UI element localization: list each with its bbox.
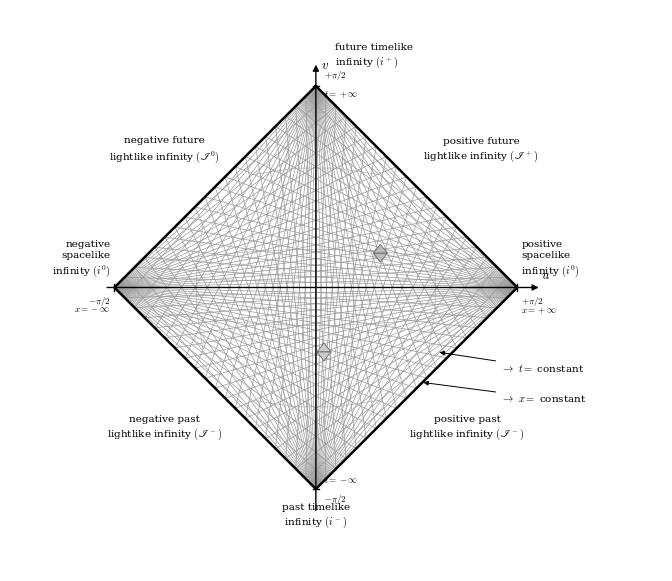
Polygon shape <box>317 343 331 352</box>
Text: $x = +\infty$: $x = +\infty$ <box>521 306 557 316</box>
Text: positive
spacelike
infinity $(i^0)$: positive spacelike infinity $(i^0)$ <box>521 240 580 279</box>
Text: $+\pi/2$: $+\pi/2$ <box>323 69 346 82</box>
Text: $-\pi/2$: $-\pi/2$ <box>323 493 346 506</box>
Text: negative
spacelike
infinity $(i^0)$: negative spacelike infinity $(i^0)$ <box>52 240 110 279</box>
Text: future timelike
infinity $(i^+)$: future timelike infinity $(i^+)$ <box>335 42 413 70</box>
Text: $x = -\infty$: $x = -\infty$ <box>75 306 110 314</box>
Text: negative past
lightlike infinity $(\mathscr{I}^-)$: negative past lightlike infinity $(\math… <box>107 415 222 442</box>
Text: $\rightarrow\ t = $ constant: $\rightarrow\ t = $ constant <box>441 351 585 374</box>
Text: $v$: $v$ <box>321 59 329 73</box>
Polygon shape <box>317 352 331 361</box>
Polygon shape <box>373 253 387 262</box>
Polygon shape <box>373 244 387 253</box>
Text: $\rightarrow\ x = $ constant: $\rightarrow\ x = $ constant <box>425 381 587 404</box>
Text: positive past
lightlike infinity $(\mathscr{I}^-)$: positive past lightlike infinity $(\math… <box>409 415 525 442</box>
Text: $t = +\infty$: $t = +\infty$ <box>323 90 358 100</box>
Text: $t = -\infty$: $t = -\infty$ <box>323 475 358 485</box>
Text: $u$: $u$ <box>541 270 550 282</box>
Text: $+\pi/2$: $+\pi/2$ <box>521 295 544 308</box>
Text: $-\pi/2$: $-\pi/2$ <box>88 295 110 308</box>
Text: negative future
lightlike infinity $(\mathscr{I}^0)$: negative future lightlike infinity $(\ma… <box>110 137 220 164</box>
Text: past timelike
infinity $(i^-)$: past timelike infinity $(i^-)$ <box>282 503 350 530</box>
Text: positive future
lightlike infinity $(\mathscr{I}^+)$: positive future lightlike infinity $(\ma… <box>423 137 539 164</box>
